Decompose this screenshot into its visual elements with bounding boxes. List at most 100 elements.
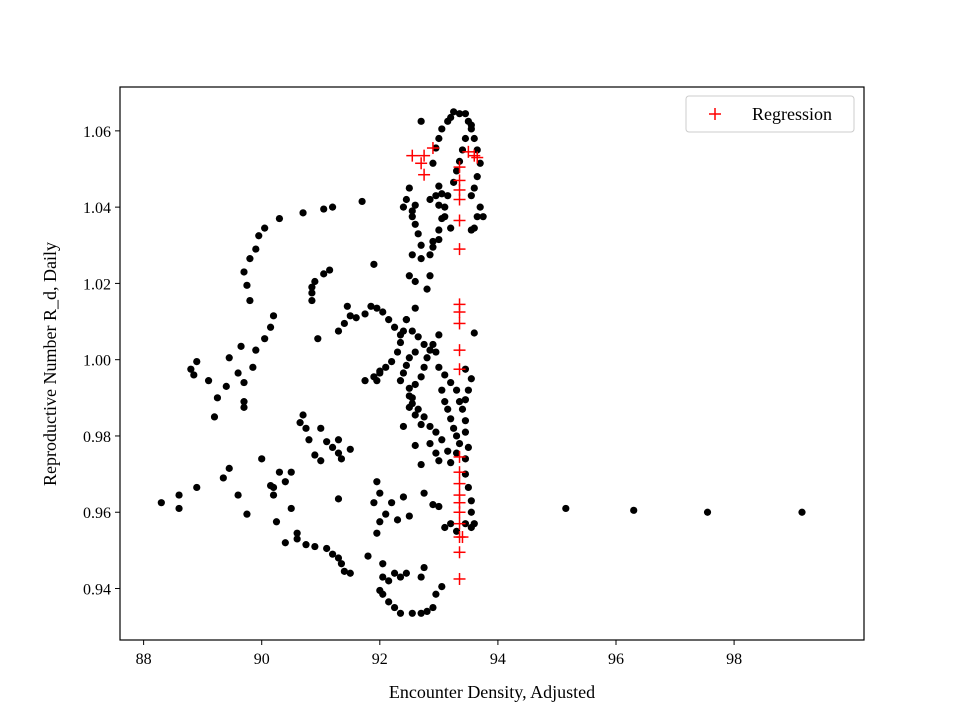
data-point bbox=[408, 213, 416, 221]
data-point bbox=[405, 403, 413, 411]
data-point bbox=[432, 590, 440, 598]
data-point bbox=[361, 310, 369, 318]
data-point bbox=[435, 201, 443, 209]
data-point bbox=[432, 348, 440, 356]
data-point bbox=[429, 237, 437, 246]
data-point bbox=[352, 314, 360, 322]
data-point bbox=[426, 251, 434, 259]
data-point bbox=[447, 113, 455, 122]
data-point bbox=[328, 550, 337, 558]
regression-point bbox=[418, 149, 431, 162]
data-point bbox=[423, 607, 431, 615]
data-point bbox=[311, 277, 319, 286]
data-point bbox=[464, 443, 472, 452]
regression-point bbox=[453, 193, 466, 206]
data-point bbox=[379, 590, 387, 598]
data-point bbox=[630, 506, 638, 514]
data-point bbox=[429, 340, 437, 349]
data-point bbox=[361, 377, 369, 385]
data-point bbox=[399, 369, 408, 377]
data-point bbox=[461, 110, 470, 118]
data-point bbox=[396, 609, 405, 617]
data-point bbox=[438, 125, 446, 133]
regression-point bbox=[453, 363, 466, 376]
data-point bbox=[455, 439, 464, 448]
data-point bbox=[204, 377, 213, 385]
legend-box bbox=[685, 95, 855, 133]
data-point bbox=[423, 354, 431, 362]
data-point bbox=[450, 424, 458, 432]
data-point bbox=[240, 398, 248, 406]
data-point bbox=[390, 569, 399, 577]
data-point bbox=[393, 516, 402, 524]
data-point bbox=[340, 567, 348, 575]
data-point bbox=[461, 428, 470, 436]
data-point bbox=[473, 146, 481, 154]
regression-point bbox=[453, 161, 466, 174]
data-point bbox=[441, 213, 449, 221]
data-point bbox=[452, 167, 461, 175]
data-point bbox=[429, 243, 437, 251]
data-point bbox=[399, 327, 408, 335]
data-point bbox=[175, 504, 183, 513]
data-point bbox=[240, 403, 248, 411]
data-point bbox=[426, 195, 434, 204]
data-point bbox=[252, 245, 260, 253]
data-point bbox=[396, 573, 405, 581]
data-point bbox=[444, 192, 452, 200]
data-point bbox=[562, 504, 570, 513]
data-point bbox=[411, 277, 419, 286]
data-point bbox=[479, 213, 487, 221]
data-point bbox=[438, 436, 446, 444]
regression-point bbox=[453, 306, 466, 319]
data-point bbox=[234, 491, 242, 499]
data-point bbox=[455, 110, 464, 118]
data-point bbox=[249, 363, 257, 371]
regression-point bbox=[453, 344, 466, 357]
data-point bbox=[405, 384, 413, 392]
data-point bbox=[308, 283, 316, 291]
data-point bbox=[364, 552, 372, 560]
data-point bbox=[470, 184, 478, 192]
data-point bbox=[405, 184, 413, 192]
y-axis-label: Reproductive Number R_d, Daily bbox=[40, 242, 60, 486]
data-point bbox=[328, 443, 337, 452]
data-point bbox=[243, 281, 251, 289]
data-point bbox=[411, 441, 419, 450]
y-axis: 0.94 0.96 0.98 1.00 1.02 1.04 1.06 bbox=[83, 124, 120, 599]
data-point bbox=[426, 422, 434, 431]
data-point bbox=[435, 457, 443, 465]
regression-point bbox=[415, 157, 428, 170]
data-point bbox=[467, 121, 475, 129]
data-point bbox=[385, 316, 393, 324]
data-point bbox=[402, 569, 410, 577]
data-point bbox=[293, 529, 301, 537]
data-point bbox=[417, 460, 425, 469]
data-point bbox=[414, 333, 422, 341]
data-point bbox=[308, 296, 316, 305]
data-point bbox=[411, 304, 419, 312]
x-tick-label: 90 bbox=[254, 651, 270, 668]
data-point bbox=[269, 491, 278, 499]
data-point bbox=[441, 398, 449, 406]
data-point bbox=[261, 335, 269, 343]
regression-point bbox=[453, 466, 466, 479]
regression-point bbox=[453, 214, 466, 227]
data-point bbox=[414, 230, 422, 238]
data-point bbox=[405, 354, 413, 362]
data-point bbox=[275, 468, 284, 476]
data-point bbox=[334, 554, 343, 562]
data-point bbox=[210, 413, 219, 421]
data-point bbox=[438, 386, 446, 394]
data-point bbox=[417, 573, 425, 581]
data-point bbox=[299, 209, 307, 217]
regression-point bbox=[426, 142, 439, 155]
data-point bbox=[411, 220, 419, 228]
data-point bbox=[467, 508, 475, 516]
data-point bbox=[420, 340, 428, 349]
data-point bbox=[376, 489, 384, 497]
plot-area bbox=[157, 108, 806, 617]
data-point bbox=[429, 501, 437, 509]
data-point bbox=[399, 203, 408, 211]
data-point bbox=[246, 296, 254, 305]
